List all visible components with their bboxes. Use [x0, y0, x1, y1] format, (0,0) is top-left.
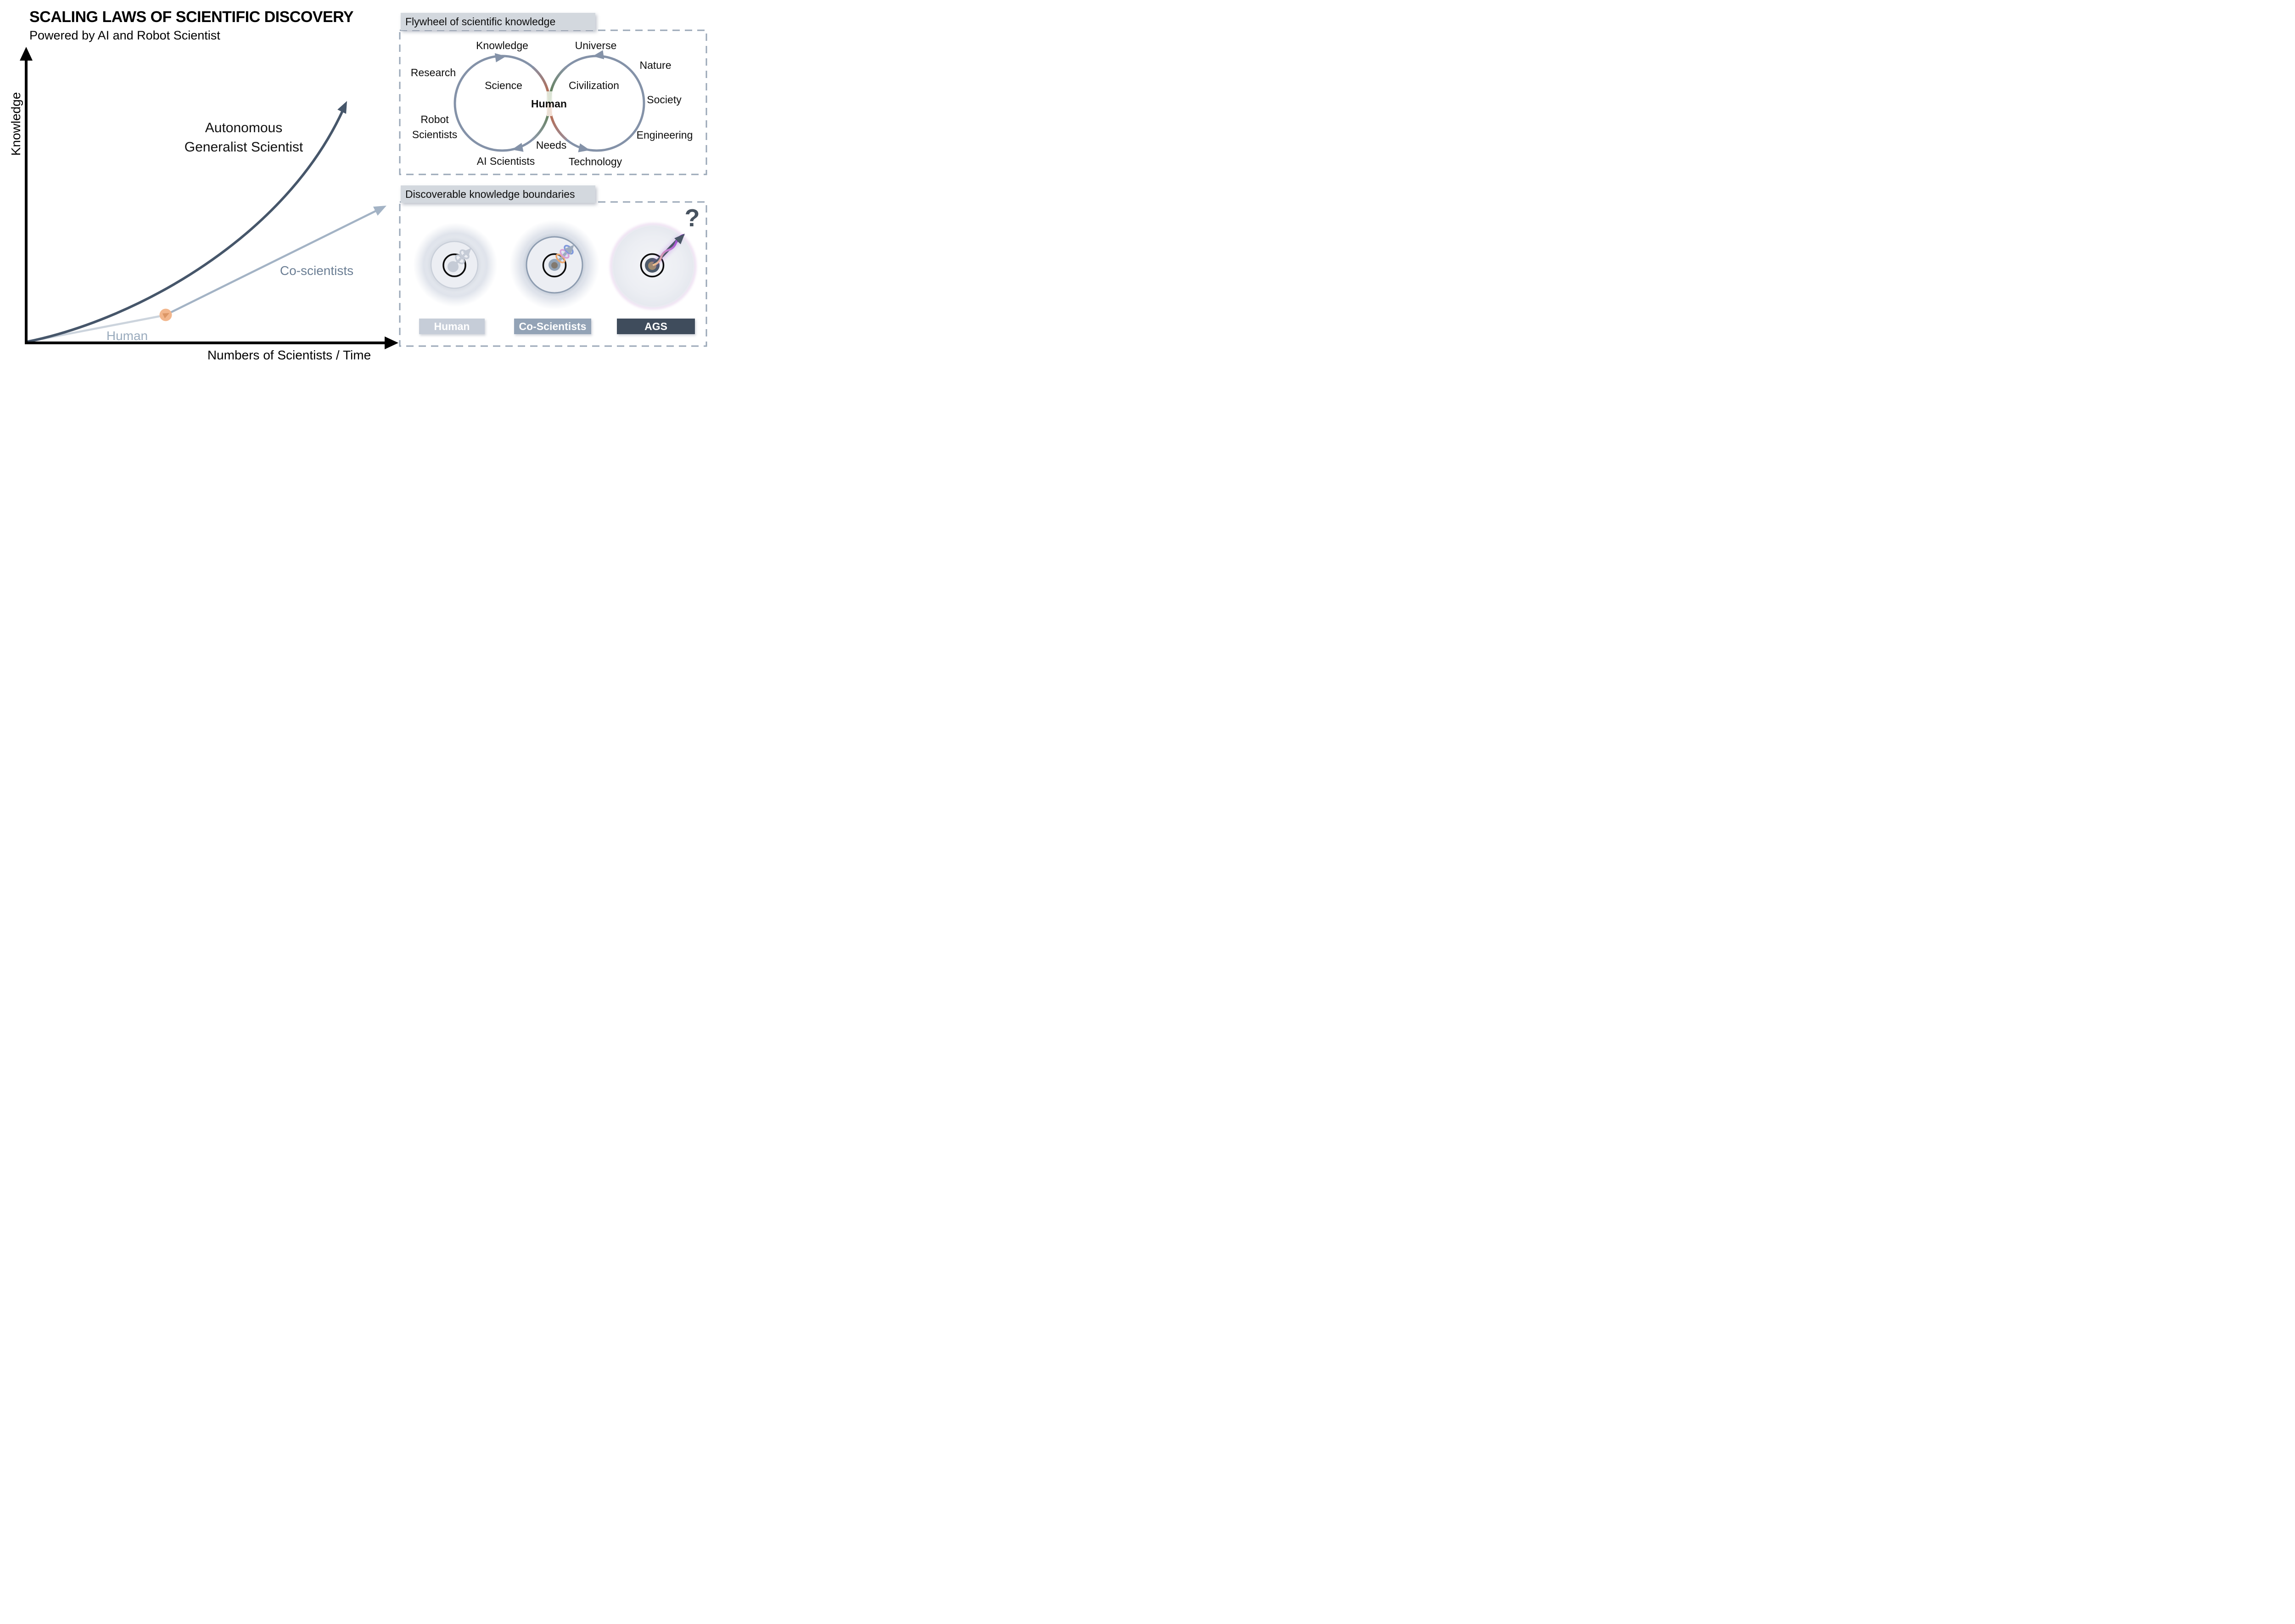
flywheel-label-universe: Universe — [575, 39, 617, 51]
ags-curve-label-line2: Generalist Scientist — [184, 140, 303, 155]
co-scientists-arrowhead-icon — [373, 206, 386, 216]
knowledge-chart — [20, 47, 398, 349]
boundary-human — [413, 223, 498, 307]
co-scientists-line — [165, 208, 380, 316]
ags-curve-label-line1: Autonomous — [205, 120, 283, 135]
ags-arrowhead-icon — [337, 101, 347, 114]
ags-curve-label: Autonomous Generalist Scientist — [152, 118, 336, 157]
boundary-ags — [610, 223, 696, 309]
flywheel-diagram — [453, 50, 645, 152]
flywheel-label-nature: Nature — [639, 59, 672, 71]
flywheel-label-technology: Technology — [568, 156, 622, 168]
human-core-circle — [442, 253, 466, 277]
cosci-arrowhead-icon — [565, 245, 574, 255]
human-arrowhead-icon — [463, 248, 471, 257]
flywheel-label-research: Research — [410, 67, 456, 78]
transition-dot-arrow-icon — [162, 313, 170, 319]
page-subtitle: Powered by AI and Robot Scientist — [29, 28, 220, 42]
flywheel-label-engineering: Engineering — [636, 129, 693, 141]
boundary-co-scientists — [509, 220, 599, 310]
ags-arrowhead-icon — [674, 234, 685, 245]
co-scientists-curve-label: Co-scientists — [280, 263, 354, 278]
flywheel-panel-header: Flywheel of scientific knowledge — [401, 13, 595, 30]
flywheel-label-science: Science — [485, 79, 522, 91]
flywheel-label-robot-line2: Scientists — [412, 129, 458, 140]
flywheel-label-society: Society — [647, 94, 682, 106]
flywheel-label-knowledge: Knowledge — [476, 39, 528, 51]
badge-co-scientists: Co-Scientists — [514, 319, 591, 334]
page-title: SCALING LAWS OF SCIENTIFIC DISCOVERY — [29, 8, 354, 26]
right-loop-top-arrowhead-icon — [593, 50, 605, 60]
boundaries-panel-header: Discoverable knowledge boundaries — [401, 185, 595, 203]
ags-curve — [26, 108, 345, 343]
x-axis-label: Numbers of Scientists / Time — [207, 348, 371, 362]
right-loop-bottom-arrowhead-icon — [578, 143, 590, 152]
x-axis-arrowhead-icon — [385, 336, 398, 349]
human-coil-1 — [455, 254, 465, 264]
left-loop-bottom-arrowhead-icon — [512, 143, 524, 152]
flywheel-panel-border — [399, 29, 707, 175]
y-axis-arrowhead-icon — [20, 47, 33, 61]
badge-ags: AGS — [617, 319, 695, 334]
human-ring-shadow — [428, 239, 481, 291]
flywheel-label-human: Human — [531, 98, 567, 110]
badge-human: Human — [419, 319, 485, 334]
cosci-ring-shadow — [524, 234, 585, 296]
flywheel-label-robot-scientists: Robot Scientists — [412, 112, 457, 142]
flywheel-label-robot-line1: Robot — [420, 113, 449, 125]
human-curve-label: Human — [106, 329, 148, 343]
diagram-artwork — [20, 29, 707, 349]
flywheel-label-needs: Needs — [536, 139, 567, 151]
left-loop-top-arrowhead-icon — [494, 53, 506, 62]
cosci-core-circle — [542, 253, 567, 278]
flywheel-label-ai-scientists: AI Scientists — [476, 155, 535, 167]
unknown-frontier-question-mark: ? — [684, 204, 700, 232]
figure-canvas: SCALING LAWS OF SCIENTIFIC DISCOVERY Pow… — [0, 0, 720, 373]
ags-core-circle — [640, 253, 665, 278]
flywheel-label-civilization: Civilization — [569, 79, 619, 91]
cosci-core-dot — [551, 262, 558, 269]
